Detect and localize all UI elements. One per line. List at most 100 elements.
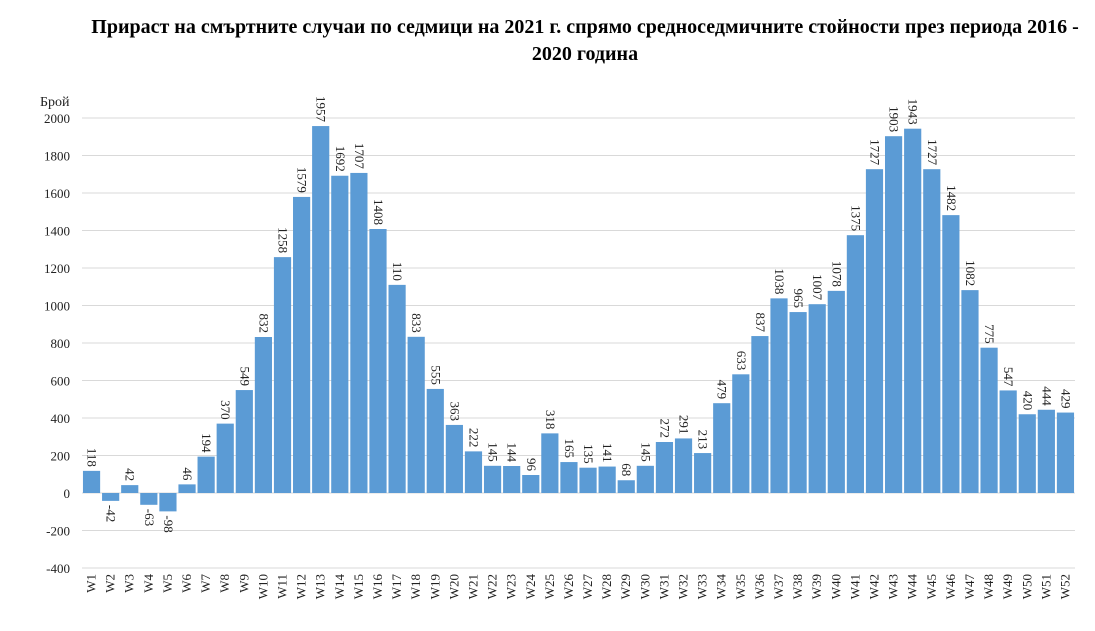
bar [808, 304, 826, 493]
value-label: 429 [1058, 389, 1073, 409]
value-label: 96 [524, 458, 539, 472]
bar [655, 442, 674, 493]
y-tick-label: 600 [51, 374, 71, 389]
value-label: 1038 [772, 268, 787, 294]
bar [789, 312, 807, 493]
bar [503, 466, 521, 493]
x-tick-label: W32 [676, 574, 691, 599]
x-tick-label: W14 [332, 574, 347, 600]
bar [235, 390, 253, 493]
value-label: 549 [237, 367, 252, 387]
x-tick-label: W44 [905, 574, 920, 600]
bar [827, 290, 845, 493]
bar [846, 235, 864, 493]
x-tick-label: W36 [752, 574, 767, 600]
bar [980, 347, 998, 493]
x-tick-label: W22 [485, 574, 500, 599]
bar [522, 475, 540, 493]
x-tick-label: W5 [160, 574, 175, 593]
x-tick-label: W15 [351, 574, 366, 599]
value-label: 1727 [867, 139, 882, 166]
x-tick-label: W34 [714, 574, 729, 600]
value-label: -63 [142, 509, 157, 526]
value-label: 479 [715, 380, 730, 400]
value-label: 165 [562, 439, 577, 459]
bar [961, 290, 979, 493]
value-label: 213 [696, 430, 711, 450]
value-label: 832 [256, 314, 271, 334]
bar [140, 493, 158, 505]
y-tick-label: 0 [64, 486, 71, 501]
bar [312, 126, 330, 493]
x-tick-label: W11 [275, 574, 290, 599]
bar [636, 465, 654, 493]
bar [884, 136, 903, 493]
x-tick-label: W30 [637, 574, 652, 599]
bar [82, 470, 101, 493]
value-label: 1707 [352, 143, 367, 170]
value-label: 110 [390, 262, 405, 281]
x-tick-label: W27 [580, 574, 595, 600]
x-tick-label: W21 [465, 574, 480, 599]
bar [904, 128, 922, 493]
y-tick-label: 800 [51, 336, 71, 351]
value-label: 547 [1001, 367, 1016, 387]
bar [350, 172, 368, 493]
y-tick-label: 2000 [44, 111, 70, 126]
bar [598, 466, 616, 493]
value-label: 1408 [371, 199, 386, 225]
bar [293, 196, 311, 493]
y-tick-label: 1200 [44, 261, 70, 276]
bar [483, 465, 502, 493]
x-tick-label: W24 [523, 574, 538, 600]
bar [732, 374, 750, 493]
y-tick-label: 1800 [44, 149, 70, 164]
value-label: 1903 [887, 106, 902, 132]
value-label: 370 [218, 400, 233, 420]
y-tick-label: 1600 [44, 186, 70, 201]
value-label: -98 [161, 515, 176, 532]
value-label: 1692 [333, 146, 348, 172]
bar [102, 493, 120, 501]
x-tick-label: W42 [866, 574, 881, 599]
value-label: 135 [581, 444, 596, 464]
value-label: 1375 [848, 205, 863, 231]
value-label: 1579 [295, 167, 310, 193]
value-label: 1727 [925, 139, 940, 166]
x-tick-label: W6 [179, 574, 194, 593]
x-tick-label: W23 [504, 574, 519, 599]
value-label: 833 [409, 313, 424, 333]
x-tick-label: W48 [981, 574, 996, 599]
value-label: 555 [428, 365, 443, 385]
y-tick-label: -200 [46, 524, 70, 539]
bar [770, 298, 788, 493]
x-tick-label: W9 [236, 574, 251, 593]
bar [751, 336, 769, 493]
value-label: 144 [505, 443, 520, 463]
value-label: 1258 [276, 227, 291, 253]
bar [178, 484, 196, 493]
value-label: 444 [1039, 386, 1054, 406]
bar [369, 229, 387, 493]
x-tick-label: W17 [389, 574, 404, 600]
x-tick-label: W20 [446, 574, 461, 599]
x-tick-label: W16 [370, 574, 385, 600]
bar [617, 480, 635, 493]
bar [579, 467, 597, 493]
value-label: 775 [982, 324, 997, 344]
x-tick-label: W28 [599, 574, 614, 599]
x-tick-label: W33 [695, 574, 710, 599]
value-label: 42 [123, 468, 138, 481]
value-label: 141 [600, 443, 615, 463]
x-tick-label: W4 [141, 574, 156, 593]
x-tick-label: W51 [1038, 574, 1053, 599]
bar [713, 403, 731, 493]
bar [407, 336, 425, 493]
bar [999, 390, 1017, 493]
x-tick-label: W18 [408, 574, 423, 599]
value-label: 965 [791, 289, 806, 309]
bar [865, 169, 884, 493]
x-tick-label: W46 [943, 574, 958, 600]
y-tick-label: -400 [46, 561, 70, 576]
